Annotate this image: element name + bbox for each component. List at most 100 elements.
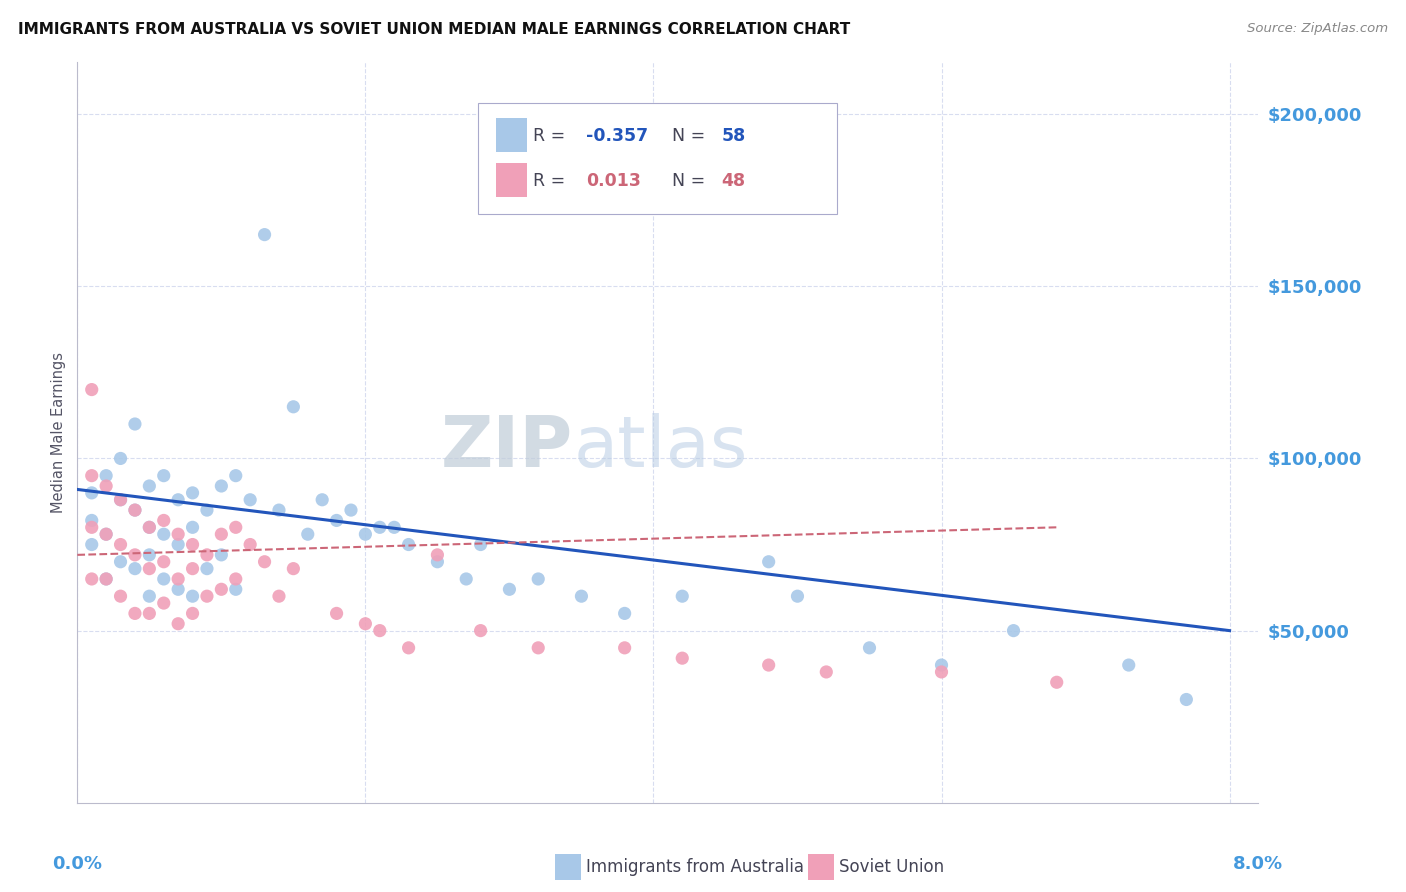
Point [253, 555, 276, 569]
Point [124, 607, 146, 621]
Point [398, 537, 420, 551]
Point [354, 616, 377, 631]
Point [758, 555, 780, 569]
Point [138, 548, 160, 562]
Point [152, 468, 174, 483]
Text: N =: N = [672, 172, 711, 190]
Point [181, 607, 204, 621]
Point [167, 616, 190, 631]
Point [340, 503, 363, 517]
Point [498, 582, 520, 597]
Point [152, 572, 174, 586]
Point [167, 527, 190, 541]
Point [253, 227, 276, 242]
Point [426, 555, 449, 569]
Point [209, 548, 232, 562]
Point [758, 658, 780, 673]
Text: ZIP: ZIP [441, 413, 574, 482]
Point [225, 468, 247, 483]
Point [671, 651, 693, 665]
Point [225, 520, 247, 534]
Point [167, 572, 190, 586]
Text: Immigrants from Australia: Immigrants from Australia [586, 858, 804, 876]
Point [325, 513, 347, 527]
Point [382, 520, 405, 534]
Point [209, 527, 232, 541]
Point [283, 561, 305, 575]
Point [124, 503, 146, 517]
Text: R =: R = [533, 127, 571, 145]
Text: IMMIGRANTS FROM AUSTRALIA VS SOVIET UNION MEDIAN MALE EARNINGS CORRELATION CHART: IMMIGRANTS FROM AUSTRALIA VS SOVIET UNIO… [18, 22, 851, 37]
Point [152, 513, 174, 527]
Point [138, 520, 160, 534]
Point [181, 561, 204, 575]
Point [167, 582, 190, 597]
Text: R =: R = [533, 172, 571, 190]
Point [110, 589, 132, 603]
Text: atlas: atlas [574, 413, 748, 482]
Text: 8.0%: 8.0% [1233, 855, 1284, 872]
Point [571, 589, 593, 603]
Point [152, 555, 174, 569]
Point [613, 640, 636, 655]
Point [527, 640, 550, 655]
Point [152, 527, 174, 541]
Point [267, 503, 290, 517]
Point [368, 624, 391, 638]
Point [671, 589, 693, 603]
Point [80, 468, 103, 483]
Point [80, 537, 103, 551]
Point [181, 537, 204, 551]
Point [124, 548, 146, 562]
Point [225, 572, 247, 586]
Point [931, 665, 953, 679]
Point [858, 640, 880, 655]
Point [94, 468, 117, 483]
Point [209, 582, 232, 597]
Point [1118, 658, 1140, 673]
Point [354, 527, 377, 541]
Point [426, 548, 449, 562]
Point [815, 665, 838, 679]
Text: N =: N = [672, 127, 711, 145]
Point [283, 400, 305, 414]
Text: 0.013: 0.013 [586, 172, 641, 190]
Point [80, 572, 103, 586]
Point [110, 451, 132, 466]
Point [267, 589, 290, 603]
Point [209, 479, 232, 493]
Y-axis label: Median Male Earnings: Median Male Earnings [51, 352, 66, 513]
Point [94, 572, 117, 586]
Text: 48: 48 [721, 172, 745, 190]
Point [297, 527, 319, 541]
Text: 58: 58 [721, 127, 745, 145]
Point [138, 607, 160, 621]
Point [138, 561, 160, 575]
Point [138, 520, 160, 534]
Point [152, 596, 174, 610]
Point [931, 658, 953, 673]
Point [195, 503, 218, 517]
Point [138, 479, 160, 493]
Point [94, 572, 117, 586]
Point [167, 537, 190, 551]
Point [94, 527, 117, 541]
Point [124, 503, 146, 517]
Text: Source: ZipAtlas.com: Source: ZipAtlas.com [1247, 22, 1388, 36]
Point [470, 624, 492, 638]
Point [239, 537, 262, 551]
Point [110, 492, 132, 507]
Point [181, 486, 204, 500]
Point [786, 589, 808, 603]
Point [181, 520, 204, 534]
Point [613, 607, 636, 621]
Point [94, 527, 117, 541]
Point [195, 561, 218, 575]
Text: Soviet Union: Soviet Union [839, 858, 945, 876]
Point [181, 589, 204, 603]
Point [110, 492, 132, 507]
Point [1002, 624, 1025, 638]
Point [325, 607, 347, 621]
Point [527, 572, 550, 586]
Point [138, 589, 160, 603]
